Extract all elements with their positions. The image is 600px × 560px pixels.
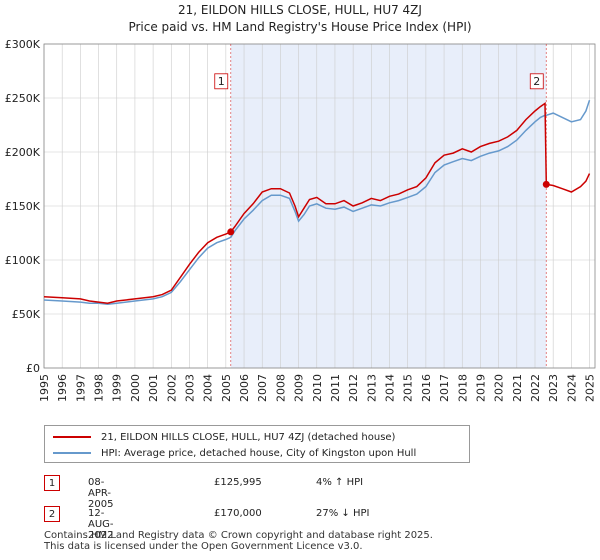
sale-point (227, 228, 235, 236)
x-tick-label: 2007 (256, 374, 269, 402)
x-tick-label: 1997 (74, 374, 87, 402)
sale-date: 08-APR-2005 (88, 477, 114, 510)
y-tick-label: £0 (26, 362, 40, 375)
chart-legend: 21, EILDON HILLS CLOSE, HULL, HU7 4ZJ (d… (44, 425, 470, 463)
x-tick-label: 1996 (56, 374, 69, 402)
y-tick-label: £150K (5, 200, 41, 213)
footer: Contains HM Land Registry data © Crown c… (44, 530, 433, 552)
hpi-line (43, 99, 591, 306)
x-tick-label: 2006 (238, 374, 251, 402)
chart-subtitle: Price paid vs. HM Land Registry's House … (128, 20, 471, 34)
x-tick-label: 1995 (38, 374, 51, 402)
sale-number-badge: 2 (44, 506, 60, 522)
x-tick-label: 2003 (183, 374, 196, 402)
x-tick-label: 2001 (147, 374, 160, 402)
x-tick-label: 2004 (202, 374, 215, 402)
plot-frame (43, 43, 596, 369)
y-tick-label: £200K (5, 146, 41, 159)
legend-item-hpi: HPI: Average price, detached house, City… (53, 445, 416, 461)
property-price-line (43, 101, 591, 304)
x-tick-label: 2014 (384, 374, 397, 402)
legend-item-property: 21, EILDON HILLS CLOSE, HULL, HU7 4ZJ (d… (53, 429, 395, 445)
y-tick-label: £50K (12, 308, 41, 321)
chart-title: 21, EILDON HILLS CLOSE, HULL, HU7 4ZJ (178, 3, 422, 17)
x-tick-label: 2016 (420, 374, 433, 402)
y-tick-label: £100K (5, 254, 41, 267)
x-tick-label: 1999 (111, 374, 124, 402)
x-tick-label: 2008 (274, 374, 287, 402)
x-tick-label: 2005 (220, 374, 233, 402)
footer-license: This data is licensed under the Open Gov… (44, 541, 363, 552)
x-tick-label: 2025 (584, 374, 597, 402)
x-tick-label: 2000 (129, 374, 142, 402)
x-tick-label: 2024 (565, 374, 578, 402)
y-tick-label: £300K (5, 38, 41, 51)
legend-label-hpi: HPI: Average price, detached house, City… (101, 447, 417, 459)
sale-date: 12-AUG-2022 (88, 508, 114, 541)
marker-box (214, 73, 229, 90)
marker-label: 1 (218, 75, 225, 88)
sale-hpi-change: 27% ↓ HPI (316, 508, 370, 519)
x-tick-label: 2018 (456, 374, 469, 402)
x-tick-label: 2002 (165, 374, 178, 402)
x-tick-label: 2019 (474, 374, 487, 402)
sale-price: £170,000 (214, 508, 262, 519)
price-chart: 21, EILDON HILLS CLOSE, HULL, HU7 4ZJ Pr… (5, 3, 597, 402)
x-tick-label: 2011 (329, 374, 342, 402)
x-tick-label: 1998 (93, 374, 106, 402)
footer-copyright: Contains HM Land Registry data © Crown c… (44, 530, 433, 541)
y-tick-label: £250K (5, 92, 41, 105)
x-tick-label: 2009 (293, 374, 306, 402)
x-tick-label: 2012 (347, 374, 360, 402)
sale-number-badge: 1 (44, 475, 60, 491)
marker-label: 2 (533, 75, 540, 88)
legend-swatch-hpi (53, 452, 91, 454)
x-tick-label: 2020 (493, 374, 506, 402)
x-tick-label: 2017 (438, 374, 451, 402)
x-tick-label: 2010 (311, 374, 324, 402)
x-tick-label: 2015 (402, 374, 415, 402)
x-tick-label: 2022 (529, 374, 542, 402)
x-tick-label: 2023 (547, 374, 560, 402)
legend-swatch-property (53, 436, 91, 438)
sale-hpi-change: 4% ↑ HPI (316, 477, 364, 488)
x-tick-label: 2021 (511, 374, 524, 402)
sale-point (542, 180, 550, 188)
sale-price: £125,995 (214, 477, 262, 488)
x-tick-label: 2013 (365, 374, 378, 402)
legend-label-property: 21, EILDON HILLS CLOSE, HULL, HU7 4ZJ (d… (101, 431, 396, 443)
marker-box (529, 73, 544, 90)
